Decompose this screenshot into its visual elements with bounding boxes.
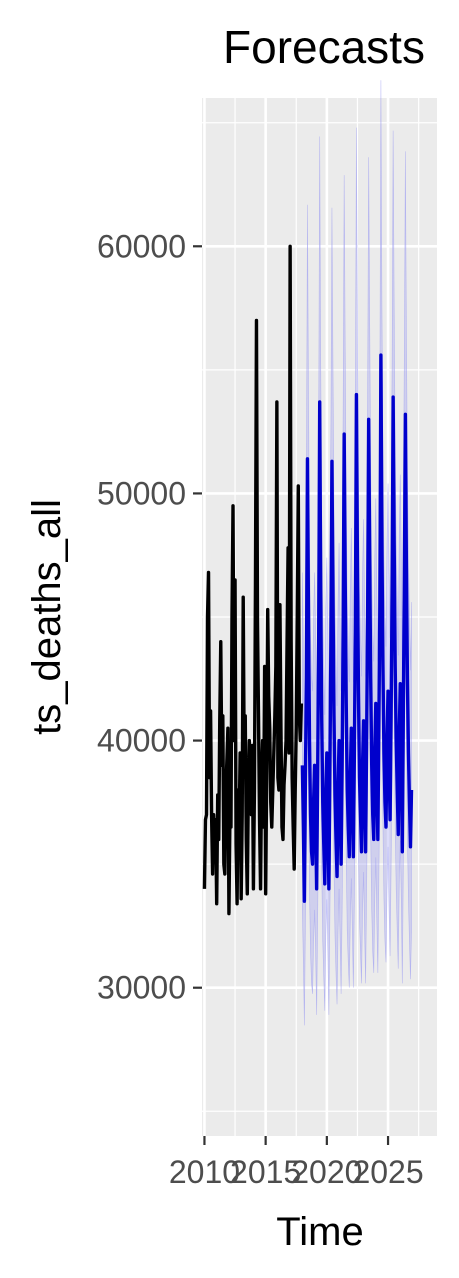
x-tick-label: 2020 bbox=[291, 1154, 362, 1190]
y-tick-label: 30000 bbox=[97, 970, 186, 1006]
series-forecast-line bbox=[300, 353, 414, 903]
y-tick-label: 60000 bbox=[97, 228, 186, 264]
y-axis: 30000 40000 50000 60000 bbox=[97, 228, 202, 1006]
x-tick-label: 2015 bbox=[230, 1154, 301, 1190]
series-lines bbox=[202, 244, 414, 916]
x-tick-label: 2010 bbox=[169, 1154, 240, 1190]
y-axis-title: ts_deaths_all bbox=[25, 499, 69, 735]
x-axis-title: Time bbox=[276, 1210, 363, 1254]
series-history-line bbox=[202, 244, 304, 916]
y-tick-label: 50000 bbox=[97, 475, 186, 511]
x-tick-label: 2025 bbox=[352, 1154, 423, 1190]
y-tick-label: 40000 bbox=[97, 723, 186, 759]
chart-title: Forecasts bbox=[223, 21, 425, 73]
